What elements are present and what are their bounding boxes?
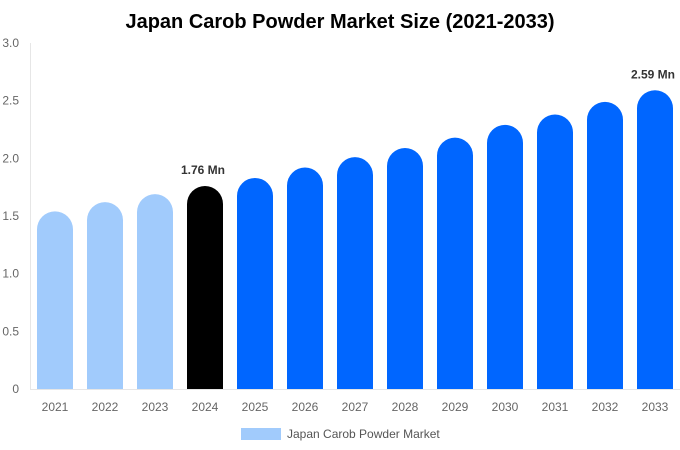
y-tick-label: 0.5 xyxy=(2,324,19,338)
x-tick-label: 2029 xyxy=(442,400,469,414)
x-tick-label: 2031 xyxy=(542,400,569,414)
bar-2027 xyxy=(337,157,373,389)
bar-2028 xyxy=(387,147,423,389)
bar-2031 xyxy=(537,114,573,390)
legend: Japan Carob Powder Market xyxy=(241,427,440,441)
x-tick-label: 2021 xyxy=(42,400,69,414)
y-tick-label: 3.0 xyxy=(2,36,19,50)
x-tick-label: 2022 xyxy=(92,400,119,414)
bar-2030 xyxy=(487,124,523,390)
data-label: 1.76 Mn xyxy=(181,163,225,177)
bar-2023 xyxy=(137,194,173,389)
x-tick-label: 2033 xyxy=(642,400,669,414)
y-tick-label: 2.5 xyxy=(2,94,19,108)
x-tick-label: 2024 xyxy=(192,400,219,414)
bar-2025 xyxy=(237,177,273,389)
chart-title: Japan Carob Powder Market Size (2021-203… xyxy=(125,11,554,33)
bar-2029 xyxy=(437,137,473,389)
y-tick-label: 1.5 xyxy=(2,209,19,223)
data-label: 2.59 Mn xyxy=(631,67,675,81)
legend-swatch xyxy=(241,428,281,440)
bar-2032 xyxy=(587,101,623,389)
x-tick-label: 2032 xyxy=(592,400,619,414)
x-tick-label: 2027 xyxy=(342,400,369,414)
bar-2026 xyxy=(287,167,323,389)
bar-2021 xyxy=(37,211,73,389)
x-tick-label: 2025 xyxy=(242,400,269,414)
x-tick-label: 2023 xyxy=(142,400,169,414)
legend-label: Japan Carob Powder Market xyxy=(287,427,440,441)
x-tick-label: 2028 xyxy=(392,400,419,414)
bar-2024 xyxy=(187,186,223,389)
bar-2022 xyxy=(87,202,123,389)
x-tick-label: 2030 xyxy=(492,400,519,414)
x-tick-label: 2026 xyxy=(292,400,319,414)
y-tick-label: 0 xyxy=(12,382,19,396)
y-tick-label: 1.0 xyxy=(2,267,19,281)
bar-2033 xyxy=(637,90,673,389)
y-tick-label: 2.0 xyxy=(2,151,19,165)
